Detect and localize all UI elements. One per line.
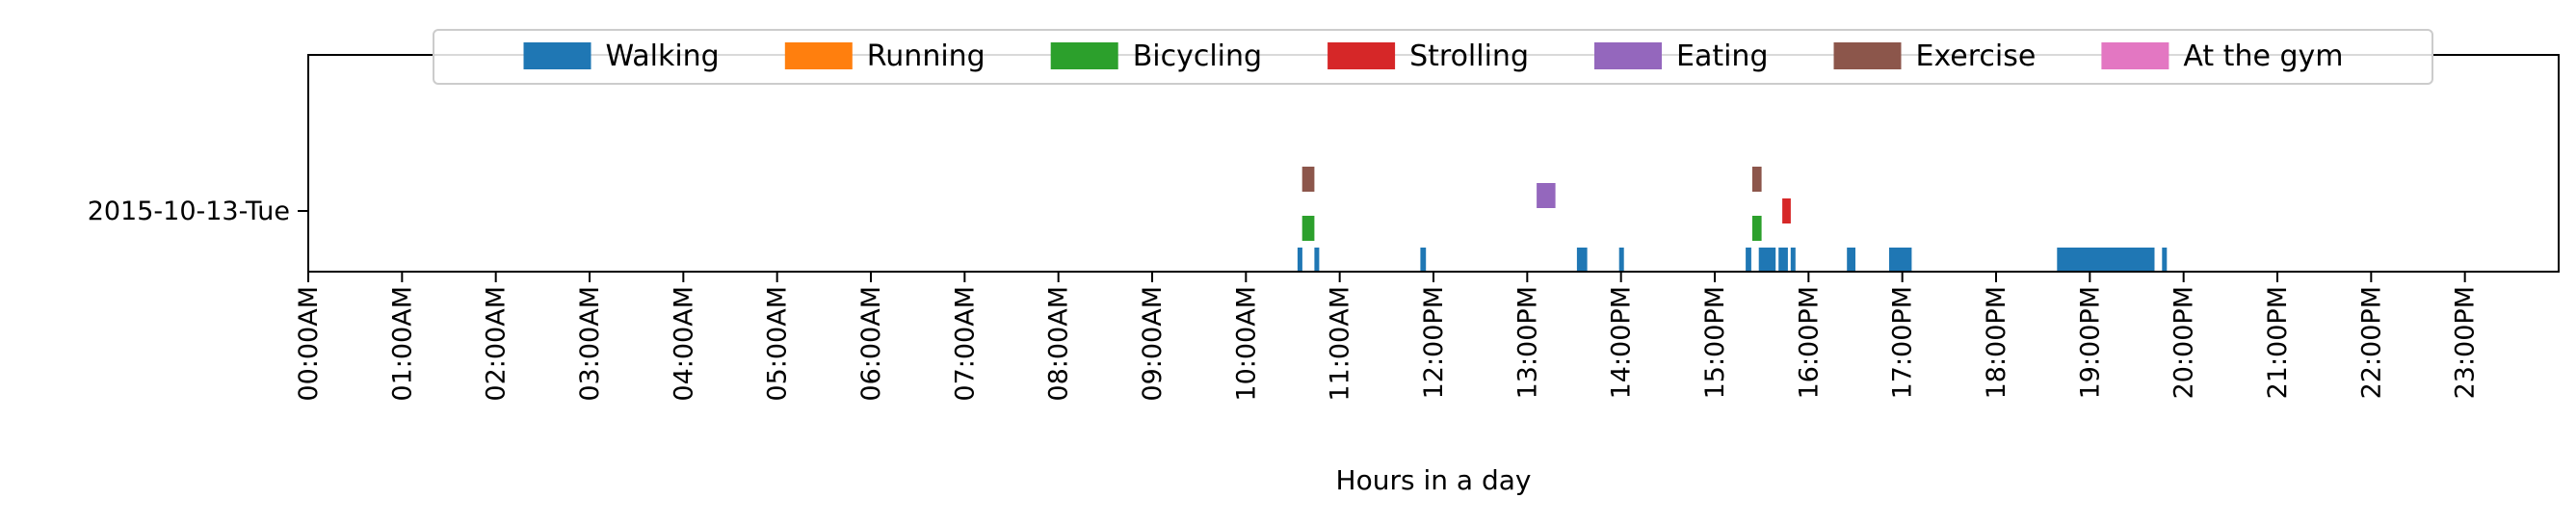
exercise-interval-bar [1301,167,1315,192]
legend-swatch [2101,42,2169,69]
x-axis-label: Hours in a day [1336,464,1532,496]
x-tick-label: 11:00AM [1326,286,1355,402]
x-tick-label: 05:00AM [763,286,793,402]
legend-swatch [1594,42,1662,69]
x-tick-label: 09:00AM [1138,286,1168,402]
walking-interval-bar [1758,248,1776,273]
x-tick-label: 04:00AM [669,286,698,402]
x-tick-label: 00:00AM [294,286,324,402]
x-tick-label: 16:00PM [1794,286,1824,399]
x-tick-label: 01:00AM [387,286,417,402]
eating-interval-bar [1537,183,1556,208]
legend-label: Bicycling [1133,39,1262,73]
y-tick-label: 2015-10-13-Tue [88,197,290,226]
bicycling-interval-bar [1301,216,1315,241]
legend-label: Strolling [1409,39,1529,73]
x-tick-label: 22:00PM [2356,286,2386,399]
legend-swatch [1833,42,1902,69]
walking-interval-bar [1778,248,1788,273]
legend-label: Eating [1676,39,1769,73]
legend: Walking Running Bicycling Strolling Eating Ex… [433,29,2433,85]
x-axis: 00:00AM 01:00AM 02:00AM 03:00AM 04:00AM 05:00… [294,272,2481,402]
y-axis: 2015-10-13-Tue [88,197,308,226]
walking-interval-bar [1576,248,1588,273]
walking-interval-bar [1746,248,1751,273]
x-tick-label: 07:00AM [950,286,980,402]
legend-label: Walking [606,39,720,73]
x-tick-label: 19:00PM [2075,286,2105,399]
x-tick-label: 23:00PM [2451,286,2481,399]
x-tick-label: 15:00PM [1700,286,1730,399]
legend-swatch [1327,42,1396,69]
legend-label: Exercise [1916,39,2037,73]
walking-interval-bar [1889,248,1912,273]
walking-interval-bar [2057,248,2155,273]
walking-interval-bar [1790,248,1796,273]
x-tick-label: 14:00PM [1607,286,1637,399]
walking-interval-bar [1420,248,1427,273]
walking-interval-bar [1618,248,1624,273]
x-tick-label: 03:00AM [575,286,605,402]
legend-swatch [784,42,853,69]
walking-interval-bar [1297,248,1302,273]
x-tick-label: 12:00PM [1419,286,1449,399]
x-tick-label: 13:00PM [1512,286,1542,399]
legend-label: Running [867,39,986,73]
x-tick-label: 06:00AM [856,286,886,402]
x-tick-label: 10:00AM [1231,286,1261,402]
data-marks [1297,167,2168,273]
x-tick-label: 17:00PM [1888,286,1918,399]
legend-label: At the gym [2183,39,2343,73]
walking-interval-bar [1847,248,1855,273]
x-tick-label: 08:00AM [1044,286,1074,402]
walking-interval-bar [1314,248,1320,273]
strolling-interval-bar [1782,198,1791,223]
exercise-interval-bar [1751,167,1762,192]
x-tick-label: 21:00PM [2263,286,2293,399]
x-tick-label: 20:00PM [2169,286,2199,399]
legend-box [433,29,2433,85]
x-tick-label: 02:00AM [482,286,512,402]
x-tick-label: 18:00PM [1982,286,2011,399]
walking-interval-bar [2162,248,2168,273]
legend-swatch [523,42,591,69]
legend-swatch [1050,42,1118,69]
bicycling-interval-bar [1751,216,1762,241]
